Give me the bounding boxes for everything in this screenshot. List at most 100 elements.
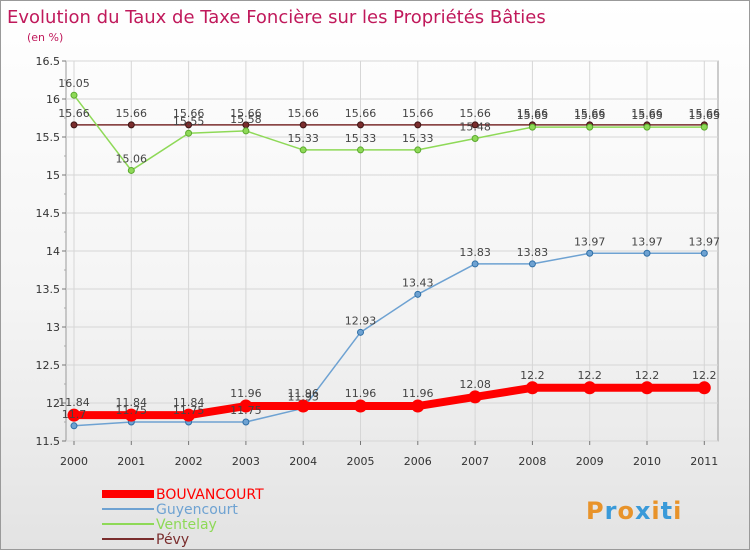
data-label: 15.66 xyxy=(173,107,205,120)
series-line-0 xyxy=(70,383,709,420)
data-label: 15.66 xyxy=(574,107,606,120)
data-point xyxy=(185,121,193,129)
x-tick-label: 2011 xyxy=(690,455,718,468)
y-tick-label: 14 xyxy=(46,245,60,258)
legend-label: Guyencourt xyxy=(156,502,238,518)
data-point xyxy=(411,399,425,413)
series-line-2 xyxy=(73,94,706,172)
x-tick-label: 2003 xyxy=(232,455,260,468)
data-point xyxy=(414,146,422,154)
data-label: 11.84 xyxy=(58,396,90,409)
data-point xyxy=(357,146,364,154)
data-label: 13.83 xyxy=(517,246,549,259)
data-label: 15.33 xyxy=(345,132,377,145)
axes: 11.5 12 12.5 13 13.5 14 14.5 15 15.5 16 16.5 2000 20… xyxy=(36,55,719,468)
legend-label: BOUVANCOURT xyxy=(156,487,264,503)
data-point xyxy=(528,260,536,268)
data-label: 11.96 xyxy=(345,387,377,400)
x-tick-label: 2010 xyxy=(633,455,661,468)
data-label: 15.63 xyxy=(631,109,663,122)
data-label: 11.84 xyxy=(116,396,148,409)
series xyxy=(67,91,711,430)
data-point xyxy=(182,408,196,422)
data-label: 11.75 xyxy=(116,404,148,417)
data-point xyxy=(70,422,78,430)
data-label: 15.48 xyxy=(459,121,491,134)
data-point xyxy=(296,399,310,413)
data-label: 12.08 xyxy=(459,378,491,391)
data-point xyxy=(357,328,364,336)
data-point xyxy=(357,121,364,129)
data-label: 11.75 xyxy=(173,404,205,417)
y-tick-label: 12 xyxy=(46,397,60,410)
y-tick-label: 16 xyxy=(46,93,60,106)
data-point xyxy=(700,123,708,131)
x-tick-label: 2005 xyxy=(347,455,375,468)
data-label: 15.66 xyxy=(345,107,377,120)
data-label: 11.93 xyxy=(287,390,319,403)
data-label: 11.7 xyxy=(62,408,87,421)
data-point xyxy=(242,127,250,135)
data-point xyxy=(414,121,422,129)
legend-label: Pévy xyxy=(156,532,189,548)
y-tick-label: 15.5 xyxy=(36,131,61,144)
data-label: 15.66 xyxy=(402,107,434,120)
data-point xyxy=(299,146,307,154)
chart-title: Evolution du Taux de Taxe Foncière sur l… xyxy=(7,7,546,28)
data-point xyxy=(70,121,78,129)
data-label: 13.43 xyxy=(402,276,434,289)
data-point xyxy=(299,121,307,129)
data-label: 12.2 xyxy=(635,369,660,382)
data-point xyxy=(124,408,138,422)
data-point xyxy=(468,390,482,404)
y-tick-label: 14.5 xyxy=(36,207,61,220)
data-label: 15.63 xyxy=(689,109,721,122)
y-tick-label: 12.5 xyxy=(36,359,61,372)
proxiti-logo: Proxiti xyxy=(586,497,682,525)
data-label: 11.96 xyxy=(287,387,319,400)
data-labels: 15.66 15.66 15.66 15.66 15.66 15.66 15.66 15.66… xyxy=(58,77,720,421)
data-point xyxy=(354,399,367,413)
x-tick-label: 2009 xyxy=(576,455,604,468)
y-tick-label: 13.5 xyxy=(36,283,61,296)
legend-label: Ventelay xyxy=(156,517,217,533)
y-tick-label: 13 xyxy=(46,321,60,334)
x-tick-label: 2004 xyxy=(289,455,317,468)
data-label: 11.84 xyxy=(173,396,205,409)
x-tick-label: 2000 xyxy=(60,455,88,468)
data-label: 11.75 xyxy=(230,404,262,417)
x-tick-label: 2001 xyxy=(117,455,145,468)
data-label: 15.63 xyxy=(574,109,606,122)
data-label: 11.96 xyxy=(230,387,262,400)
data-point xyxy=(67,408,81,422)
data-point xyxy=(525,381,539,395)
data-label: 15.33 xyxy=(287,132,319,145)
data-label: 15.66 xyxy=(689,107,721,120)
y-tick-label: 16.5 xyxy=(36,55,61,68)
data-point xyxy=(643,249,651,257)
data-label: 13.97 xyxy=(574,235,606,248)
data-label: 15.58 xyxy=(230,113,262,126)
series-line-1 xyxy=(73,252,706,427)
data-label: 15.55 xyxy=(173,115,205,128)
data-label: 13.97 xyxy=(689,235,721,248)
data-point xyxy=(528,123,536,131)
data-label: 15.63 xyxy=(517,109,549,122)
data-label: 11.96 xyxy=(402,387,434,400)
y-tick-label: 11.5 xyxy=(36,435,61,448)
data-label: 15.66 xyxy=(287,107,319,120)
data-point xyxy=(700,249,708,257)
data-point xyxy=(127,166,135,174)
data-label: 15.66 xyxy=(116,107,148,120)
proxiti-logo-text: Proxiti xyxy=(586,497,682,525)
data-point xyxy=(583,381,597,395)
data-point xyxy=(640,381,654,395)
data-point xyxy=(185,129,193,137)
data-label: 12.93 xyxy=(345,314,377,327)
data-point xyxy=(586,123,594,131)
data-label: 15.66 xyxy=(631,107,663,120)
data-label: 15.06 xyxy=(116,152,148,165)
